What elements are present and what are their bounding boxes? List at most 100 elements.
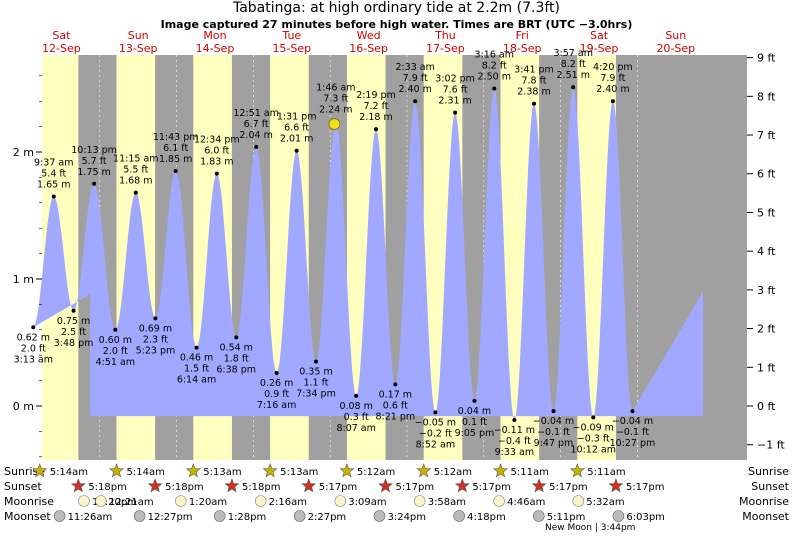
high-tide-time: 2:33 am — [395, 62, 434, 73]
moonrise-icon — [572, 495, 585, 507]
low-tide-feet: 2.5 ft — [61, 327, 86, 338]
moonset-icon — [612, 510, 625, 522]
date-label: 15-Sep — [272, 42, 311, 55]
moonset-time: 3:24pm — [387, 512, 426, 523]
sunrise-time: 5:13am — [280, 467, 318, 478]
high-tide-meters: 2.24 m — [319, 105, 352, 116]
high-tide-meters: 2.40 m — [398, 84, 431, 95]
date-label: 19-Sep — [580, 42, 619, 55]
high-tide-meters: 2.38 m — [517, 87, 550, 98]
right-axis-label: 4 ft — [757, 245, 776, 258]
low-tide-point — [31, 325, 36, 330]
chart-subtitle: Image captured 27 minutes before high wa… — [160, 18, 633, 31]
low-tide-feet: −0.3 ft — [577, 433, 610, 444]
high-tide-meters: 2.01 m — [280, 134, 313, 145]
right-axis-label: 2 ft — [757, 323, 776, 336]
low-tide-meters: −0.11 m — [494, 425, 535, 436]
low-tide-time: 9:47 pm — [534, 438, 574, 449]
row-label-left: Sunrise — [4, 465, 45, 478]
current-tide-marker — [328, 118, 341, 130]
sunrise-time: 5:13am — [203, 467, 241, 478]
left-axis-label: 2 m — [13, 146, 34, 159]
high-tide-point — [92, 181, 97, 186]
high-tide-feet: 8.2 ft — [561, 59, 586, 70]
sunrise-icon — [185, 463, 201, 478]
low-tide-time: 7:34 pm — [296, 389, 336, 400]
low-tide-meters: 0.62 m — [17, 332, 50, 343]
low-tide-point — [551, 409, 556, 414]
high-tide-feet: 7.2 ft — [363, 101, 388, 112]
high-tide-point — [173, 169, 178, 174]
moonset-icon — [213, 510, 226, 522]
sunset-time: 5:17pm — [396, 482, 435, 493]
sunrise-icon — [32, 463, 48, 478]
moonrise-time: 1:20am — [189, 497, 227, 508]
high-tide-feet: 7.9 ft — [600, 73, 625, 84]
sunset-icon — [147, 478, 163, 493]
low-tide-time: 9:05 pm — [455, 428, 495, 439]
sunset-icon — [454, 478, 470, 493]
tide-area — [33, 87, 704, 420]
sunset-icon — [378, 478, 394, 493]
low-tide-meters: 0.17 m — [379, 389, 412, 400]
chart-title: Tabatinga: at high ordinary tide at 2.2m… — [232, 0, 560, 16]
high-tide-feet: 5.7 ft — [82, 156, 107, 167]
low-tide-time: 8:52 am — [416, 439, 455, 450]
high-tide-time: 2:19 pm — [356, 90, 396, 101]
low-tide-point — [393, 382, 398, 387]
low-tide-point — [354, 393, 359, 398]
day-of-week-label: Tue — [281, 29, 301, 42]
high-tide-point — [492, 86, 497, 91]
row-label-right: Sunrise — [748, 465, 789, 478]
high-tide-meters: 2.51 m — [557, 70, 590, 81]
low-tide-point — [274, 370, 279, 375]
sunset-icon — [531, 478, 547, 493]
high-tide-point — [133, 190, 138, 195]
high-tide-time: 1:46 am — [316, 83, 355, 94]
sunrise-time: 5:11am — [511, 467, 549, 478]
moonset-time: 1:28pm — [228, 512, 267, 523]
low-tide-feet: 2.3 ft — [143, 334, 168, 345]
date-label: 12-Sep — [42, 42, 81, 55]
high-tide-feet: 7.9 ft — [403, 73, 428, 84]
low-tide-time: 8:21 pm — [375, 411, 415, 422]
moonrise-icon — [334, 495, 347, 507]
high-tide-feet: 8.2 ft — [482, 61, 507, 72]
low-tide-time: 3:13 am — [14, 354, 53, 365]
low-tide-time: 7:16 am — [257, 400, 296, 411]
right-axis-label: 8 ft — [757, 90, 776, 103]
date-label: 20-Sep — [656, 42, 695, 55]
low-tide-meters: 0.35 m — [299, 367, 332, 378]
moonset-time: 11:26am — [68, 512, 113, 523]
date-label: 17-Sep — [426, 42, 465, 55]
sunset-icon — [70, 478, 86, 493]
high-tide-time: 3:57 am — [554, 48, 593, 59]
sunset-time: 5:17pm — [319, 482, 358, 493]
high-tide-meters: 2.31 m — [438, 96, 471, 107]
low-tide-feet: 0.3 ft — [344, 412, 369, 423]
high-tide-meters: 1.85 m — [159, 154, 192, 165]
high-tide-time: 1:31 pm — [277, 112, 317, 123]
day-of-week-label: Mon — [203, 29, 226, 42]
moonset-icon — [133, 510, 146, 522]
high-tide-time: 3:02 pm — [435, 74, 475, 85]
high-tide-feet: 6.0 ft — [204, 146, 229, 157]
sunset-time: 5:18pm — [165, 482, 204, 493]
sunset-time: 5:18pm — [242, 482, 281, 493]
high-tide-point — [413, 99, 418, 104]
sunset-icon — [301, 478, 317, 493]
day-of-week-label: Fri — [516, 29, 529, 42]
high-tide-feet: 5.5 ft — [123, 165, 148, 176]
low-tide-time: 5:23 pm — [136, 345, 176, 356]
low-tide-feet: 2.0 ft — [21, 343, 46, 354]
high-tide-time: 3:41 pm — [514, 65, 554, 76]
low-tide-time: 8:07 am — [336, 423, 375, 434]
moonrise-icon — [95, 495, 107, 507]
right-axis-label: −1 ft — [757, 439, 785, 452]
row-label-right: Sunset — [751, 480, 789, 493]
low-tide-meters: 0.26 m — [260, 378, 293, 389]
low-tide-point — [113, 327, 118, 332]
row-label-left: Moonset — [4, 510, 51, 523]
high-tide-meters: 2.40 m — [596, 84, 629, 95]
